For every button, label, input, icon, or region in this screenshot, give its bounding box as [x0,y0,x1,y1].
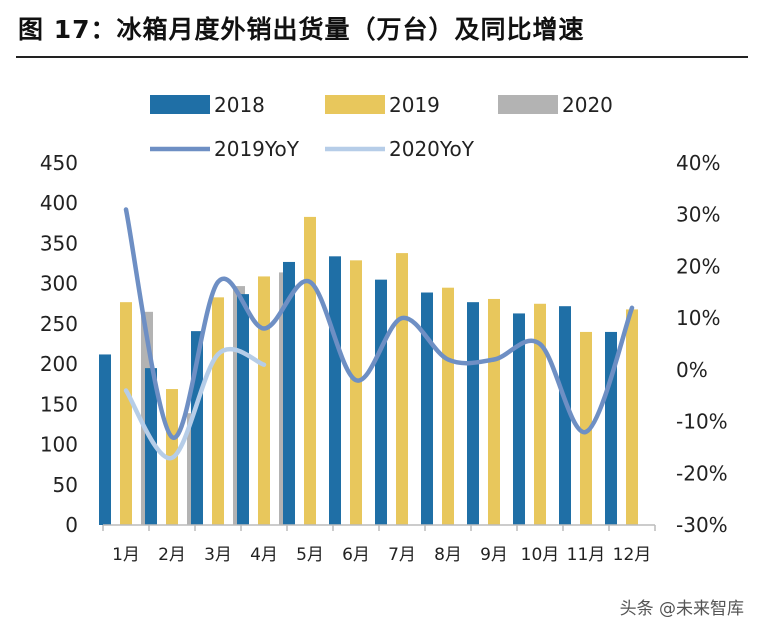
y-tick-label: 250 [40,312,78,336]
y-tick-label: 300 [40,272,78,296]
bar-2019-7 [396,253,408,525]
y-tick-label: 0 [65,513,78,537]
watermark: 头条 @未来智库 [619,599,744,619]
bar-2018-11 [559,306,571,525]
legend-swatch-2019 [325,95,385,114]
x-tick-label: 2月 [158,545,186,565]
y-tick-label: 200 [40,352,78,376]
y-tick-label: 50 [53,473,78,497]
y2-tick-label: -20% [676,461,728,485]
y2-tick-label: 0% [676,358,708,382]
y2-tick-label: 20% [676,254,720,278]
legend-label-2019YoY: 2019YoY [214,137,300,161]
bar-2018-6 [329,256,341,525]
y-tick-label: 100 [40,433,78,457]
x-tick-label: 7月 [388,545,416,565]
bar-2018-5 [283,261,295,525]
bar-2019-6 [350,260,362,525]
y2-tick-label: 10% [676,306,720,330]
x-tick-label: 4月 [250,545,278,565]
y2-tick-label: 40% [676,151,720,175]
x-tick-label: 9月 [480,545,508,565]
figure-title: 图 17：冰箱月度外销出货量（万台）及同比增速 [18,15,585,44]
left-axis: 0 50 100 150 200 250 300 350 400 450 [40,151,78,537]
x-axis: 1月 2月 3月 4月 5月 6月 7月 8月 9月 10月 11月 12月 [102,524,656,565]
line-2020YoY [123,346,267,461]
bar-2019-1 [120,302,132,525]
legend-label-2020YoY: 2020YoY [389,137,475,161]
bar-2018-1 [99,354,111,525]
y-tick-label: 450 [40,151,78,175]
bar-2019-10 [534,303,546,525]
legend-label-2019: 2019 [389,93,440,117]
y-tick-label: 400 [40,191,78,215]
right-axis: -30% -20% -10% 0% 10% 20% 30% 40% [676,151,728,537]
legend: 2018 2019 2020 2019YoY 2020YoY [150,93,613,161]
bar-2018-4 [237,294,249,525]
bar-2018-9 [467,302,479,525]
x-tick-label: 10月 [521,545,560,565]
bar-2019-12 [626,309,638,525]
bar-2019-5 [304,216,316,526]
legend-swatch-2018 [150,95,210,114]
bar-2018-2 [145,368,157,525]
line-2019YoY [123,207,635,440]
legend-label-2020: 2020 [562,93,613,117]
y2-tick-label: 30% [676,203,720,227]
title-rule [16,56,748,58]
bar-2018-8 [421,292,433,525]
x-tick-label: 6月 [342,545,370,565]
legend-swatch-2020 [498,95,558,114]
bar-2018-7 [375,279,387,525]
x-tick-label: 8月 [434,545,462,565]
bar-2019-9 [488,298,500,525]
bars [99,216,638,526]
bar-2019-4 [258,276,270,525]
x-tick-label: 5月 [296,545,324,565]
x-tick-label: 11月 [567,545,606,565]
legend-label-2018: 2018 [214,93,265,117]
bar-2018-10 [513,313,525,525]
x-tick-label: 1月 [112,545,140,565]
x-tick-label: 3月 [204,545,232,565]
bar-2019-8 [442,287,454,525]
bar-2019-3 [212,297,224,525]
bar-2019-11 [580,331,592,525]
y2-tick-label: -10% [676,410,728,434]
x-tick-label: 12月 [613,545,652,565]
lines [123,207,635,461]
y-tick-label: 350 [40,231,78,255]
y2-tick-label: -30% [676,513,728,537]
y-tick-label: 150 [40,392,78,416]
